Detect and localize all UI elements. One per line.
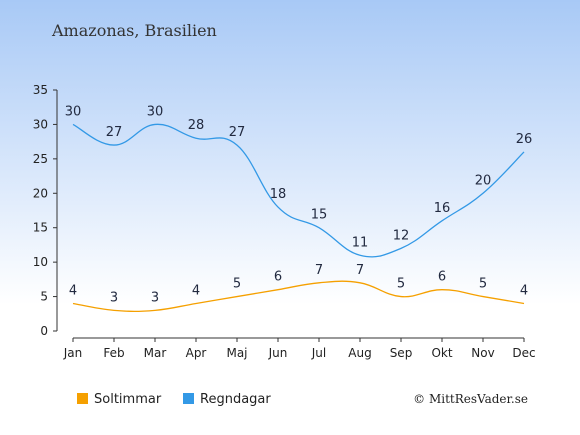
series-layer (72, 123, 525, 313)
data-label-soltimmar: 4 (520, 283, 528, 298)
data-label-soltimmar: 7 (356, 263, 364, 278)
x-tick-label: Jul (311, 346, 326, 360)
data-label-soltimmar: 4 (69, 283, 77, 298)
credit-text: © MittResVader.se (413, 392, 528, 406)
data-label-soltimmar: 5 (397, 277, 405, 292)
x-tick-label: Okt (431, 346, 452, 360)
data-label-regndagar: 15 (311, 208, 328, 223)
series-line-soltimmar (72, 280, 525, 313)
data-label-soltimmar: 3 (151, 290, 159, 305)
data-label-soltimmar: 6 (438, 270, 446, 285)
data-label-regndagar: 18 (270, 187, 287, 202)
data-label-regndagar: 28 (188, 118, 205, 133)
y-tick-label: 0 (40, 324, 48, 338)
data-labels: 4 3 3 4 5 6 7 7 5 6 5 4 30 27 30 28 27 18 15 11 12 16 20 26 (65, 104, 533, 305)
data-label-regndagar: 30 (65, 104, 82, 119)
x-tick-label: Apr (186, 346, 207, 360)
data-label-soltimmar: 3 (110, 290, 118, 305)
x-tick-label: Mar (144, 346, 167, 360)
data-label-regndagar: 30 (147, 104, 164, 119)
x-tick-label: Maj (226, 346, 247, 360)
data-label-soltimmar: 6 (274, 270, 282, 285)
legend-swatch-regndagar (183, 393, 194, 404)
y-tick-label: 5 (40, 290, 48, 304)
y-tick-label: 10 (33, 255, 48, 269)
data-label-soltimmar: 4 (192, 283, 200, 298)
y-tick-label: 20 (33, 186, 48, 200)
x-tick-label: Jun (268, 346, 288, 360)
series-line-regndagar (72, 123, 525, 258)
legend: Soltimmar Regndagar (77, 392, 271, 407)
data-label-regndagar: 11 (352, 235, 369, 250)
y-tick-label: 35 (33, 83, 48, 97)
x-tick-label: Feb (103, 346, 124, 360)
y-tick-label: 30 (33, 117, 48, 131)
legend-label-regndagar: Regndagar (200, 392, 271, 407)
x-tick-label: Nov (471, 346, 494, 360)
y-tick-label: 15 (33, 221, 48, 235)
chart-title: Amazonas, Brasilien (51, 21, 217, 40)
legend-swatch-soltimmar (77, 393, 88, 404)
data-label-regndagar: 20 (475, 173, 492, 188)
x-tick-label: Sep (390, 346, 413, 360)
y-tick-label: 25 (33, 152, 48, 166)
x-tick-label: Jan (63, 346, 83, 360)
data-label-regndagar: 27 (229, 125, 246, 140)
data-label-regndagar: 26 (516, 132, 533, 147)
x-tick-label: Aug (348, 346, 371, 360)
data-label-regndagar: 16 (434, 201, 451, 216)
data-label-soltimmar: 7 (315, 263, 323, 278)
x-tick-label: Dec (512, 346, 535, 360)
legend-label-soltimmar: Soltimmar (94, 392, 162, 407)
data-label-soltimmar: 5 (479, 277, 487, 292)
data-label-soltimmar: 5 (233, 277, 241, 292)
data-label-regndagar: 27 (106, 125, 123, 140)
data-label-regndagar: 12 (393, 228, 410, 243)
